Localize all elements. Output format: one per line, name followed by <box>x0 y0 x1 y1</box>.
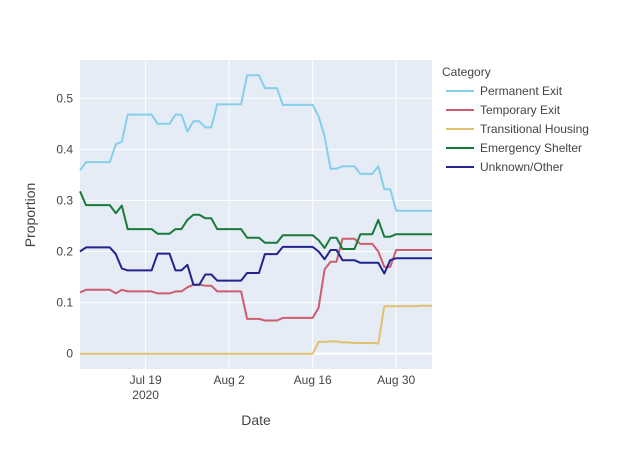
y-tick-label: 0 <box>66 347 73 361</box>
legend-label: Transitional Housing <box>480 122 589 136</box>
x-tick-label: Jul 19 <box>130 373 162 387</box>
legend-item-temporary-exit[interactable]: Temporary Exit <box>446 103 561 117</box>
legend-item-emergency-shelter[interactable]: Emergency Shelter <box>446 141 582 155</box>
series-line-unknown-other <box>79 245 432 286</box>
legend-item-permanent-exit[interactable]: Permanent Exit <box>446 84 563 98</box>
x-tick-year-label: 2020 <box>132 388 159 402</box>
y-tick-label: 0.1 <box>56 296 73 310</box>
y-axis-ticks: 0 0.1 0.2 0.3 0.4 0.5 <box>56 91 73 360</box>
y-axis-title: Proportion <box>22 183 38 248</box>
plot-background <box>80 60 432 369</box>
grid-lines <box>80 60 432 369</box>
legend-item-unknown-other[interactable]: Unknown/Other <box>446 160 563 174</box>
series-line-temporary-exit <box>79 237 432 322</box>
legend-title: Category <box>442 65 491 79</box>
legend-label: Permanent Exit <box>480 84 563 98</box>
legend[interactable]: Category Permanent Exit Temporary Exit Tra… <box>442 65 589 174</box>
series-lines <box>79 74 432 355</box>
x-tick-label: Aug 16 <box>294 373 332 387</box>
legend-item-transitional-housing[interactable]: Transitional Housing <box>446 122 589 136</box>
series-line-emergency-shelter <box>79 190 432 250</box>
y-tick-label: 0.4 <box>56 142 73 156</box>
y-tick-label: 0.5 <box>56 91 73 105</box>
y-tick-label: 0.2 <box>56 245 73 259</box>
legend-label: Temporary Exit <box>480 103 561 117</box>
x-axis-title: Date <box>241 412 271 428</box>
series-line-transitional-housing <box>80 304 432 355</box>
legend-label: Emergency Shelter <box>480 141 582 155</box>
y-tick-label: 0.3 <box>56 193 73 207</box>
x-tick-label: Aug 30 <box>377 373 415 387</box>
series-line-permanent-exit <box>79 74 432 212</box>
x-tick-label: Aug 2 <box>213 373 245 387</box>
legend-label: Unknown/Other <box>480 160 563 174</box>
